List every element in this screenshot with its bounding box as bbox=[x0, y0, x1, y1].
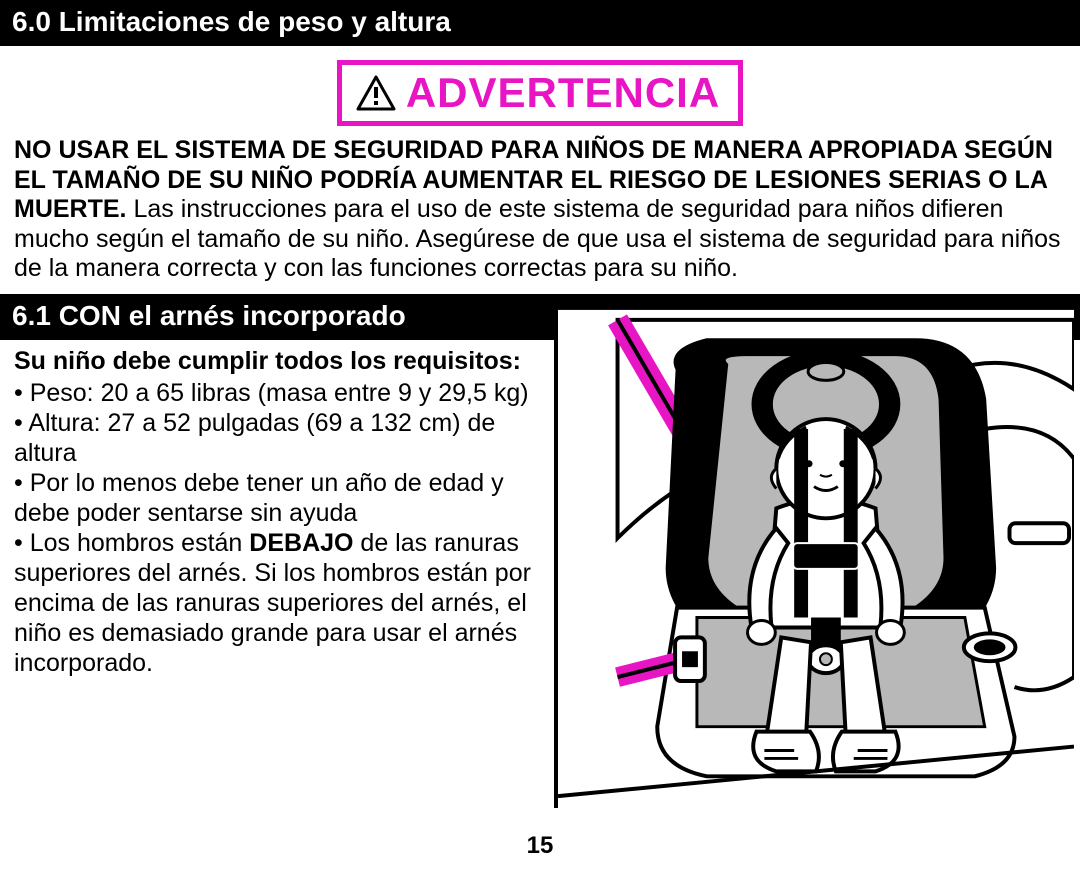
child-carseat-illustration bbox=[554, 308, 1074, 808]
requirements-title: Su niño debe cumplir todos los requisito… bbox=[14, 346, 554, 376]
warning-box: ADVERTENCIA bbox=[337, 60, 743, 126]
warning-label: ADVERTENCIA bbox=[406, 69, 720, 117]
req-shoulders: • Los hombros están DEBAJO de las ranura… bbox=[14, 528, 554, 678]
req-shoulders-bold: DEBAJO bbox=[249, 529, 353, 557]
warning-triangle-icon bbox=[356, 75, 396, 111]
warning-container: ADVERTENCIA bbox=[0, 60, 1080, 126]
illustration-column bbox=[554, 346, 1080, 678]
section-6-0-header: 6.0 Limitaciones de peso y altura bbox=[0, 0, 1080, 46]
warning-paragraph: NO USAR EL SISTEMA DE SEGURIDAD PARA NIÑ… bbox=[0, 136, 1080, 294]
content-row: Su niño debe cumplir todos los requisito… bbox=[0, 340, 1080, 678]
req-age: • Por lo menos debe tener un año de edad… bbox=[14, 468, 554, 528]
req-height: • Altura: 27 a 52 pulgadas (69 a 132 cm)… bbox=[14, 408, 554, 468]
req-weight: • Peso: 20 a 65 libras (masa entre 9 y 2… bbox=[14, 378, 554, 408]
warning-rest-text: Las instrucciones para el uso de este si… bbox=[14, 195, 1061, 282]
req-shoulders-a: • Los hombros están bbox=[14, 529, 249, 557]
manual-page: 6.0 Limitaciones de peso y altura ADVERT… bbox=[0, 0, 1080, 874]
page-number: 15 bbox=[0, 832, 1080, 860]
requirements-column: Su niño debe cumplir todos los requisito… bbox=[14, 346, 554, 678]
